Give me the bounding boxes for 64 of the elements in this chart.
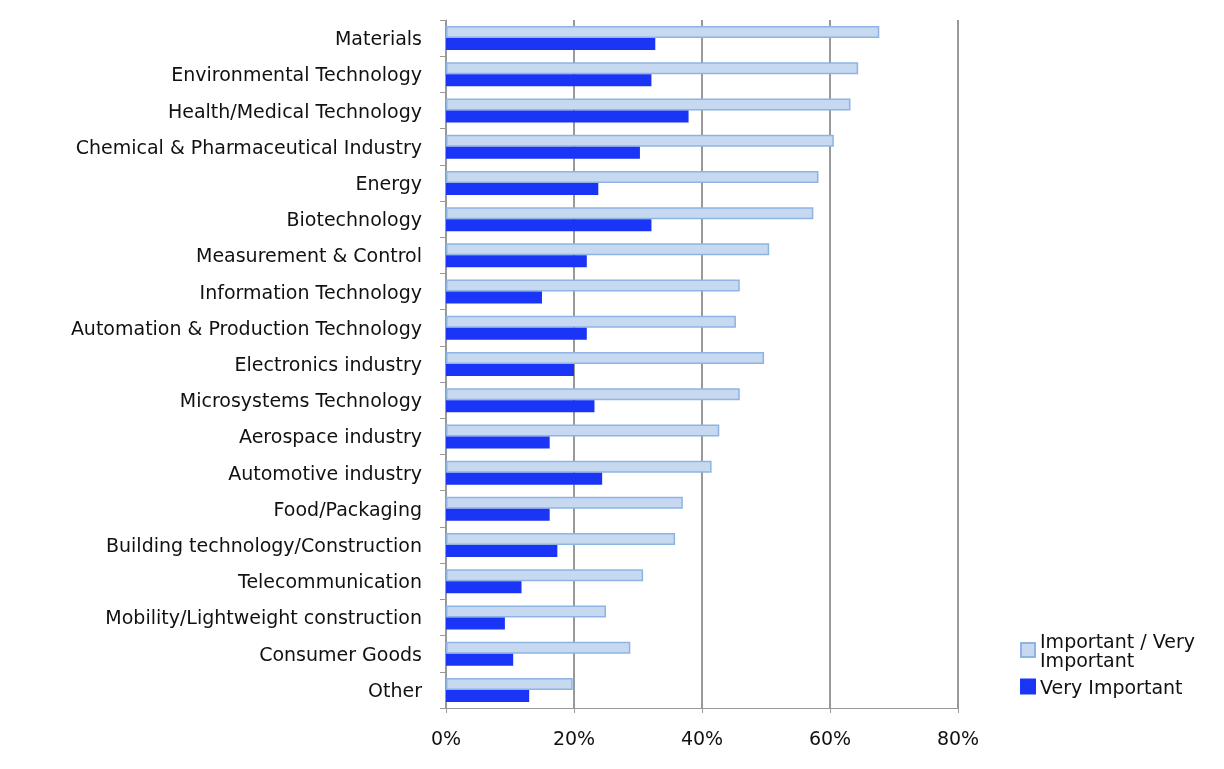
- bar: [446, 146, 640, 159]
- bar: [446, 641, 631, 654]
- y-tick-label: Energy: [355, 171, 422, 194]
- y-tick-label: Other: [368, 678, 423, 701]
- bar: [446, 424, 720, 437]
- bar: [446, 545, 558, 558]
- y-tick-label: Health/Medical Technology: [167, 99, 422, 122]
- bar: [446, 364, 574, 376]
- x-tick-label: 0%: [430, 726, 462, 749]
- legend-label: Important / Very Important: [1040, 629, 1201, 671]
- bar: [446, 98, 851, 111]
- x-tick-label: 80%: [936, 726, 980, 749]
- y-tick-label: Measurement & Control: [195, 244, 422, 267]
- y-tick-label: Electronics industry: [234, 353, 422, 375]
- bar: [446, 170, 819, 183]
- bar: [446, 243, 770, 256]
- bar: [446, 677, 573, 690]
- bar: [446, 533, 676, 546]
- bar: [446, 255, 587, 268]
- x-tick-label: 20%: [552, 726, 596, 749]
- y-tick-label: Automotive industry: [228, 461, 422, 484]
- bar: [446, 581, 522, 594]
- y-tick-label: Mobility/Lightweight construction: [105, 606, 422, 629]
- bar: [446, 569, 644, 582]
- bar: [446, 110, 689, 123]
- bar: [446, 327, 587, 340]
- bar: [446, 508, 550, 521]
- y-tick-label: Automation & Production Technology: [70, 316, 422, 339]
- y-tick-label: Biotechnology: [286, 208, 422, 231]
- bar: [446, 291, 542, 304]
- bar: [446, 279, 740, 292]
- bar: [446, 472, 603, 485]
- bar: [446, 436, 550, 449]
- x-tick-label: 40%: [680, 726, 724, 749]
- bar: [446, 352, 765, 364]
- y-tick-label: Environmental Technology: [171, 63, 422, 86]
- bar: [446, 605, 606, 618]
- y-tick-label: Aerospace industry: [239, 425, 422, 448]
- legend-label: Very Important: [1040, 675, 1183, 698]
- bar: [446, 219, 652, 232]
- bar: [446, 315, 736, 328]
- bar: [446, 62, 859, 75]
- bar: [446, 617, 505, 630]
- bar: [446, 207, 814, 220]
- y-tick-label: Consumer Goods: [259, 642, 422, 665]
- bar: [446, 134, 834, 147]
- x-tick-label: 60%: [808, 726, 852, 749]
- y-tick-label: Information Technology: [199, 280, 422, 303]
- bar: [446, 182, 599, 195]
- bar: [446, 460, 712, 473]
- bar: [446, 689, 530, 702]
- y-tick-label: Materials: [334, 27, 422, 50]
- y-tick-label: Chemical & Pharmaceutical Industry: [75, 135, 422, 158]
- y-tick-label: Telecommunication: [237, 570, 422, 593]
- bar: [446, 653, 514, 666]
- bar: [446, 38, 656, 51]
- bar: [446, 74, 652, 87]
- bar: [446, 400, 595, 413]
- y-tick-label: Microsystems Technology: [179, 389, 422, 412]
- y-tick-label: Food/Packaging: [273, 497, 422, 520]
- bar: [446, 496, 683, 509]
- y-tick-label: Building technology/Construction: [106, 534, 422, 557]
- bar: [446, 26, 880, 39]
- bar: [446, 388, 740, 401]
